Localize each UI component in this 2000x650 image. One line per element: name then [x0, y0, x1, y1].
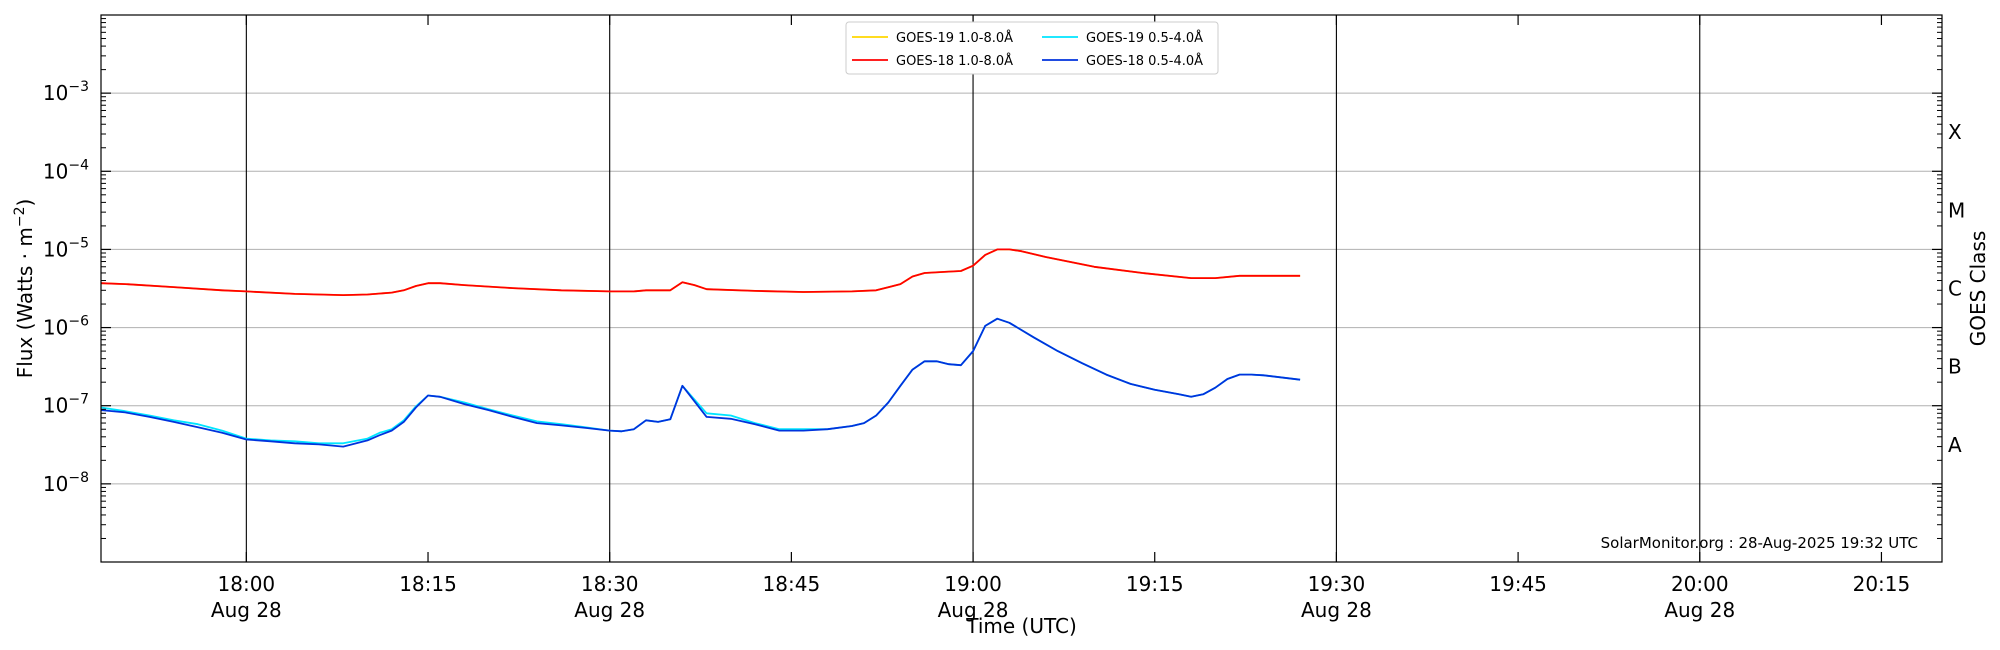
y-tick-exponent: −5 — [68, 235, 89, 251]
goes-class-label: M — [1948, 198, 1965, 222]
goes-class-axis-title: GOES Class — [1966, 231, 1990, 347]
x-tick-label: 18:00 — [218, 572, 276, 596]
y-tick-base: 10 — [43, 316, 68, 340]
x-tick-label: 19:30 — [1308, 572, 1366, 596]
x-tick-label: 19:00 — [944, 572, 1002, 596]
y-tick-label: 10−6 — [43, 314, 89, 340]
x-tick-date-label: Aug 28 — [211, 598, 282, 622]
goes-class-label: C — [1948, 277, 1962, 301]
legend-label: GOES-18 0.5-4.0Å — [1086, 53, 1203, 69]
y-tick-label: 10−4 — [43, 157, 89, 183]
series-line — [100, 248, 1301, 297]
legend-label: GOES-19 1.0-8.0Å — [896, 30, 1013, 46]
y-tick-label: 10−8 — [43, 470, 89, 496]
y-tick-label: 10−3 — [43, 79, 89, 105]
day-time-markers — [245, 15, 1701, 562]
x-tick-date-label: Aug 28 — [1301, 598, 1372, 622]
gridlines — [101, 92, 1942, 485]
x-tick-label: 18:45 — [763, 572, 821, 596]
y-tick-base: 10 — [43, 159, 68, 183]
y-tick-exponent: −4 — [68, 157, 89, 173]
y-axis-title: Flux (Watts · m−2) — [12, 199, 37, 379]
data-series — [100, 248, 1301, 448]
x-tick-date-label: Aug 28 — [574, 598, 645, 622]
series-line — [100, 248, 1301, 297]
x-tick-label: 20:00 — [1671, 572, 1729, 596]
y-tick-base: 10 — [43, 81, 68, 105]
legend-label: GOES-19 0.5-4.0Å — [1086, 30, 1203, 46]
series-line — [100, 317, 1301, 448]
y-tick-exponent: −3 — [68, 79, 89, 95]
y-axis-title-text: Flux (Watts · m — [13, 227, 37, 378]
legend-label: GOES-18 1.0-8.0Å — [896, 53, 1013, 69]
plot-frame — [100, 14, 1943, 563]
y-tick-base: 10 — [43, 472, 68, 496]
x-tick-label: 19:45 — [1489, 572, 1547, 596]
x-tick-label: 18:15 — [399, 572, 457, 596]
y-tick-base: 10 — [43, 237, 68, 261]
x-tick-label: 18:30 — [581, 572, 639, 596]
source-credit: SolarMonitor.org : 28-Aug-2025 19:32 UTC — [1601, 534, 1918, 552]
y-axis-title-close: ) — [13, 199, 37, 207]
y-axis-title-exponent: −2 — [12, 207, 28, 228]
goes-class-label: A — [1948, 433, 1962, 457]
y-tick-exponent: −7 — [68, 392, 89, 408]
x-tick-label: 20:15 — [1853, 572, 1911, 596]
goes-class-label: B — [1948, 355, 1962, 379]
y-tick-label: 10−5 — [43, 235, 89, 261]
series-line — [100, 317, 1301, 445]
y-tick-exponent: −8 — [68, 470, 89, 486]
legend: GOES-19 1.0-8.0Å GOES-19 0.5-4.0Å GOES-18 … — [845, 21, 1219, 75]
x-tick-date-label: Aug 28 — [1664, 598, 1735, 622]
legend-box — [845, 21, 1219, 75]
y-tick-base: 10 — [43, 394, 68, 418]
y-tick-exponent: −6 — [68, 314, 89, 330]
x-axis-title: Time (UTC) — [965, 614, 1077, 638]
y-tick-label: 10−7 — [43, 392, 89, 418]
goes-class-label: X — [1948, 120, 1962, 144]
x-tick-label: 19:15 — [1126, 572, 1184, 596]
x-tick-date-label: Aug 28 — [938, 598, 1009, 622]
